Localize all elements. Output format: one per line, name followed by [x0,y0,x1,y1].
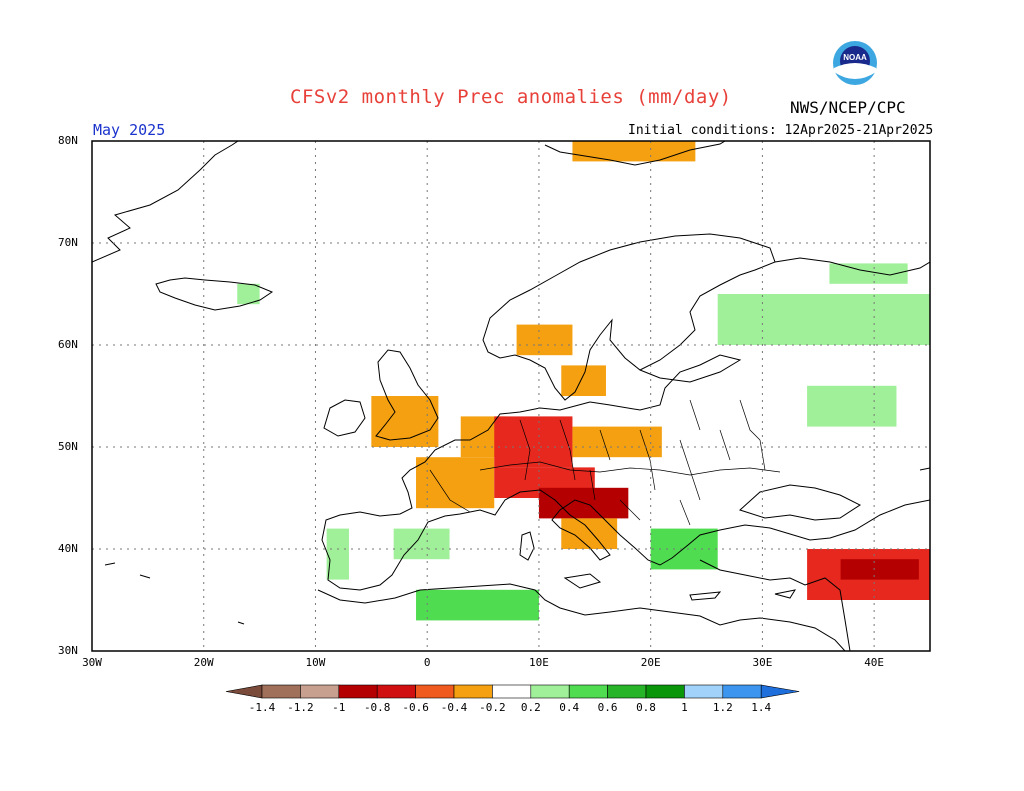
colorbar-swatch [261,684,301,699]
coastline-baltic [589,354,742,411]
coastline-ireland [323,399,366,437]
coastline-sardinia [519,531,535,561]
noaa-logo-icon: NOAA [833,41,877,85]
coastline-nw-russia [774,257,930,276]
coastline-black-sea [739,484,862,521]
map-frame [91,140,931,652]
colorbar-tick-label: -0.2 [479,701,506,714]
map-title: CFSv2 monthly Prec anomalies (mm/day) [290,86,732,108]
colorbar-tick-label: -0.4 [440,701,468,714]
colorbar-swatch [607,684,647,699]
colorbar-tick-label: -0.6 [402,701,429,714]
latitude-tick-label: 80N [58,134,78,147]
anomaly-region [807,385,897,427]
colorbar-tick-label: 1.4 [751,701,772,714]
logo-text: NOAA [843,53,867,62]
colorbar-swatch [300,684,340,699]
colorbar-swatch [760,684,800,699]
anomaly-region [572,426,662,458]
longitude-tick-label: 30W [82,656,102,669]
colorbar-tick-label: -1.2 [287,701,314,714]
colorbar-tick-label: 0.2 [520,701,541,714]
colorbar-tick-label: -0.8 [363,701,391,714]
latitude-tick-label: 60N [58,338,78,351]
colorbar-swatch [684,684,724,699]
coastline-cyprus [774,589,797,599]
coastline-caspian [919,467,930,471]
coastline-svalbard [544,141,726,166]
anomaly-region [494,416,573,468]
longitude-tick-label: 30E [752,656,773,669]
longitude-tick-label: 20E [640,656,661,669]
colorbar-tick-label: 0.6 [597,701,618,714]
coastline-iceland [155,277,274,311]
colorbar-swatch [415,684,455,699]
coastline-crete [689,591,722,601]
country-borders [429,399,781,526]
longitude-tick-label: 0 [423,656,431,669]
anomaly-region [326,528,349,580]
anomaly-region [516,324,573,356]
coastline-continent [321,401,930,591]
colorbar-tick-label: -1.4 [248,701,276,714]
colorbar-swatch [376,684,416,699]
colorbar-tick-label: 0.8 [636,701,656,714]
anomaly-region [416,589,539,621]
coastline-anatolia-south [699,559,851,651]
latitude-tick-label: 30N [58,644,78,657]
anomaly-region [416,457,495,509]
anomaly-region [840,559,919,580]
anomaly-region [572,141,696,162]
colorbar-swatch [568,684,608,699]
latitude-tick-label: 70N [58,236,78,249]
colorbar-swatch [338,684,378,699]
coastline-sicily [563,573,602,589]
latitude-tick-label: 40N [58,542,78,555]
colorbar-swatch [645,684,685,699]
forecast-period: May 2025 [93,121,166,139]
anomaly-region [237,283,260,305]
anomaly-region [650,528,718,570]
colorbar-tick-label: 0.4 [559,701,580,714]
colorbar-swatch [530,684,570,699]
longitude-tick-label: 20W [193,656,214,669]
agency-label: NWS/NCEP/CPC [790,98,906,117]
colorbar-tick-label: 1.2 [712,701,733,714]
coastline-greenland [92,141,239,263]
longitude-tick-label: 40E [864,656,885,669]
initial-conditions: Initial conditions: 12Apr2025-21Apr2025 [628,123,934,138]
colorbar-swatch [492,684,532,699]
coastline-atlantic-islands [104,562,245,625]
anomaly-region [717,294,930,345]
latitude-tick-label: 50N [58,440,78,453]
colorbar-swatch [225,684,263,699]
colorbar-tick-label: -1 [332,701,346,714]
anomaly-region [561,365,606,396]
anomaly-region [829,263,908,284]
coastline-britain [375,349,439,441]
colorbar-swatch [722,684,762,699]
coastline-north-africa [317,583,846,651]
coastline-scandinavia [482,233,776,401]
colorbar-tick-label: 1 [681,701,688,714]
longitude-tick-label: 10W [305,656,326,669]
longitude-tick-label: 10E [528,656,549,669]
colorbar-swatch [453,684,493,699]
